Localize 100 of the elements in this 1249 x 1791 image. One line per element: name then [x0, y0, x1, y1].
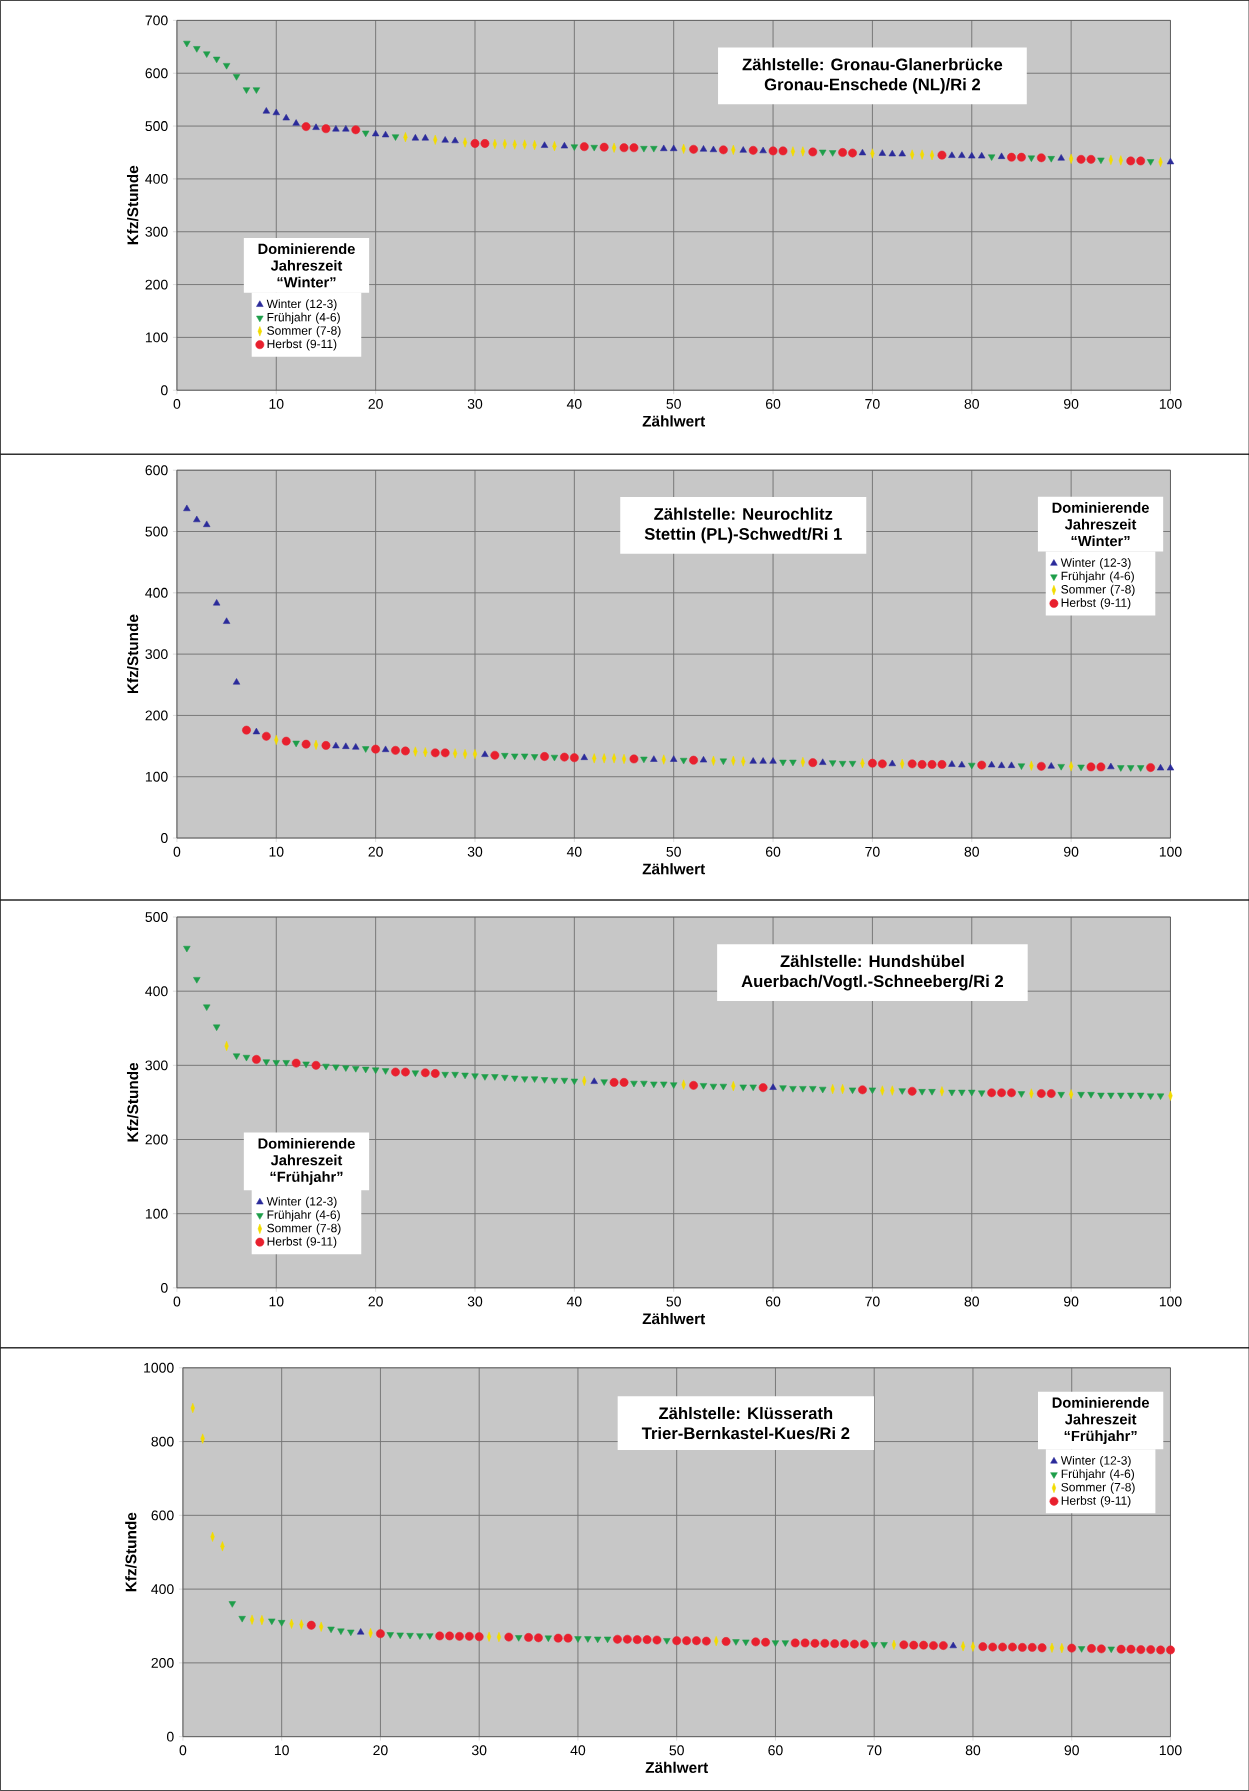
point	[632, 1635, 642, 1645]
point	[948, 760, 956, 767]
point	[590, 145, 598, 152]
point	[739, 146, 747, 153]
point	[1116, 1644, 1126, 1654]
point	[356, 1628, 365, 1635]
point	[550, 754, 558, 762]
point	[669, 144, 678, 151]
point	[870, 1642, 878, 1649]
x-tick-label: 60	[765, 846, 781, 857]
text: Zählstelle: Hundshübel	[780, 954, 964, 968]
point	[421, 134, 429, 141]
point	[996, 1088, 1006, 1098]
point	[769, 1083, 777, 1090]
point	[553, 1633, 563, 1643]
point	[779, 759, 787, 767]
point	[701, 1636, 711, 1646]
point	[435, 1631, 444, 1641]
point	[958, 151, 966, 158]
point	[321, 124, 331, 134]
point	[291, 1058, 301, 1068]
y-tick-label: 100	[145, 1208, 168, 1219]
x-tick-label: 50	[669, 1745, 684, 1756]
point	[451, 136, 459, 144]
y-tick-label: 500	[145, 912, 168, 922]
point	[749, 757, 757, 764]
legend-label: Herbst (9-11)	[1061, 1495, 1131, 1508]
point	[997, 761, 1005, 768]
point	[559, 752, 569, 762]
point	[1057, 764, 1065, 771]
point	[848, 761, 856, 768]
point	[988, 1642, 997, 1652]
text: Zählstelle: Gronau-Glanerbrücke	[742, 58, 1002, 71]
point	[341, 125, 350, 132]
point	[1096, 762, 1106, 772]
point	[1016, 152, 1026, 162]
point	[650, 146, 658, 153]
x-tick-label: 40	[566, 846, 582, 857]
point	[396, 1632, 404, 1639]
point	[629, 754, 639, 764]
point	[732, 1639, 740, 1646]
point	[918, 1640, 928, 1650]
y-tick-label: 400	[144, 587, 168, 598]
point	[880, 1642, 888, 1649]
point	[510, 753, 519, 761]
point	[1136, 156, 1145, 166]
y-tick-label: 200	[145, 710, 168, 721]
point	[808, 758, 817, 768]
point	[1156, 764, 1164, 771]
point	[440, 748, 450, 758]
point	[420, 1068, 430, 1078]
y-axis-title: Kfz/Stunde	[124, 1512, 137, 1592]
legend-title: Dominierende Jahreszeit “Frühjahr”	[1052, 1397, 1149, 1445]
x-tick-label: 10	[269, 846, 284, 857]
y-tick-label: 300	[145, 1060, 168, 1071]
point	[301, 739, 311, 749]
y-tick-label: 1000	[143, 1362, 174, 1373]
y-tick-label: 200	[151, 1657, 174, 1668]
point	[327, 1626, 335, 1634]
point	[470, 139, 480, 148]
point	[622, 1634, 632, 1644]
point	[927, 760, 937, 769]
point	[768, 146, 778, 156]
point	[759, 146, 767, 154]
x-tick-label: 40	[566, 398, 582, 409]
point	[659, 144, 668, 151]
y-tick-label: 0	[160, 385, 168, 396]
point	[533, 1633, 543, 1643]
point	[332, 125, 340, 132]
point	[781, 1640, 789, 1647]
point	[758, 1083, 768, 1092]
point	[858, 148, 866, 156]
point	[481, 750, 489, 757]
point	[1027, 155, 1035, 162]
point	[699, 756, 707, 763]
point	[1146, 159, 1155, 166]
point	[837, 148, 847, 157]
point	[650, 755, 658, 762]
y-tick-label: 600	[145, 465, 168, 476]
point	[810, 1638, 820, 1648]
point	[590, 1077, 598, 1084]
point	[839, 1639, 849, 1649]
y-tick-label: 100	[145, 771, 168, 782]
point	[346, 1629, 355, 1637]
point	[877, 759, 887, 769]
y-tick-label: 0	[160, 833, 168, 843]
point	[1126, 1644, 1136, 1654]
point	[312, 123, 320, 130]
point	[790, 1638, 800, 1648]
point	[1155, 1645, 1165, 1655]
x-tick-label: 80	[965, 1745, 980, 1756]
point	[599, 142, 609, 152]
text: Stettin (PL)-Schwedt/Ri 1	[644, 527, 842, 544]
point	[391, 134, 399, 141]
point	[381, 745, 389, 752]
point	[579, 142, 589, 152]
point	[430, 748, 440, 758]
point	[411, 134, 419, 141]
legend-label: Sommer (7-8)	[1061, 1482, 1135, 1494]
x-tick-label: 30	[467, 846, 482, 857]
